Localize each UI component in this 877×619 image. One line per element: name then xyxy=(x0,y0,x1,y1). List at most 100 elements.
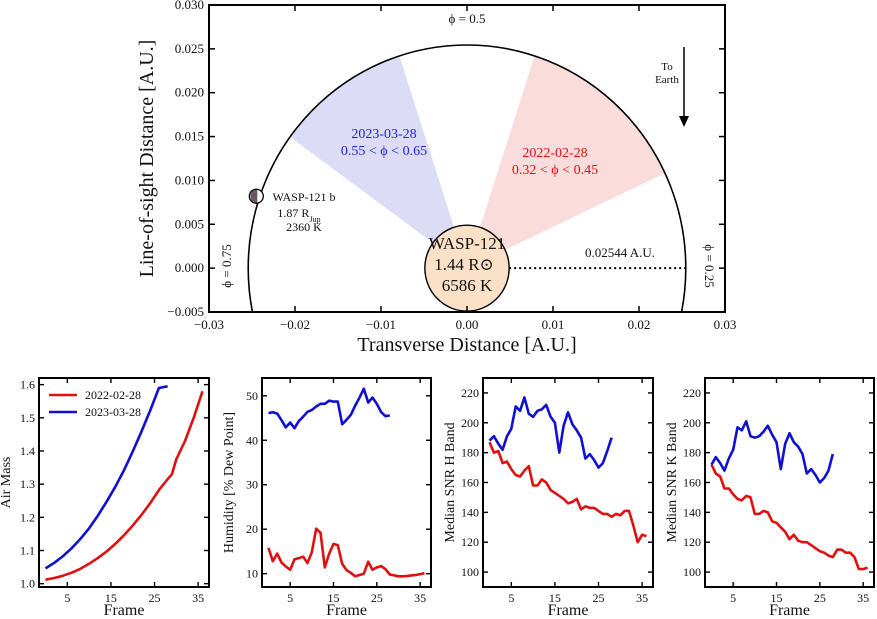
x-tick-label: 25 xyxy=(149,591,161,605)
y-tick-label: 1.6 xyxy=(20,378,35,392)
y-tick-label: 1.2 xyxy=(20,510,35,524)
y-tick-label: 30 xyxy=(246,478,258,492)
x-tick-label: 0.03 xyxy=(714,317,737,332)
main-plot-area xyxy=(247,44,687,312)
y-tick-label: 0.025 xyxy=(175,41,204,56)
wedge-label-range-2023: 0.55 < ϕ < 0.65 xyxy=(341,144,427,159)
x-tick-label: 15 xyxy=(328,591,340,605)
y-tick-label: 160 xyxy=(683,476,701,490)
planet-outline xyxy=(248,188,264,204)
y-tick-label: 100 xyxy=(461,565,479,579)
planet-radius-subscript: Jup xyxy=(309,215,320,224)
panel-frame xyxy=(704,377,875,588)
series-line-2022-02-28 xyxy=(45,390,204,581)
to-earth-label-1: To xyxy=(661,61,673,73)
series-line-2022-02-28 xyxy=(710,464,868,571)
x-tick-label: −0.02 xyxy=(280,317,310,332)
y-tick-label: 200 xyxy=(683,416,701,430)
y-tick-label: 0.030 xyxy=(175,0,204,12)
series-line-2022-02-28 xyxy=(488,441,647,544)
y-tick-label: 120 xyxy=(461,535,479,549)
y-tick-label: 20 xyxy=(246,522,258,536)
y-tick-label: 100 xyxy=(683,565,701,579)
panel-frame xyxy=(482,377,654,588)
series-line-2023-03-28 xyxy=(710,420,835,484)
y-axis-label: Median SNR H Band xyxy=(443,422,458,542)
y-tick-label: 1.5 xyxy=(20,411,35,425)
orbit-radius-label: 0.02544 A.U. xyxy=(585,245,655,260)
x-tick-label: 35 xyxy=(636,591,648,605)
y-tick-label: 50 xyxy=(246,389,258,403)
y-tick-label: 180 xyxy=(683,446,701,460)
panel-median-snr-h-band: 5 15 25 35 100 120 140 160 180 200 220 Frame Median … xyxy=(443,377,654,619)
x-tick-label: 0.01 xyxy=(542,317,565,332)
y-tick-label: 220 xyxy=(683,386,701,400)
x-tick-label: 35 xyxy=(857,591,869,605)
y-axis-label: Median SNR K Band xyxy=(665,422,680,542)
wedge-label-range-2022: 0.32 < ϕ < 0.45 xyxy=(512,163,598,178)
y-tick-label: 1.0 xyxy=(20,577,35,591)
planet-name: WASP-121 b xyxy=(272,190,335,204)
legend-label-2022-02-28: 2022-02-28 xyxy=(85,388,141,402)
y-tick-label: 40 xyxy=(246,433,258,447)
y-axis-label: Humidity [% Dew Point] xyxy=(222,412,237,553)
y-tick-label: 1.1 xyxy=(20,544,35,558)
x-axis-label: Frame xyxy=(548,602,589,619)
x-axis-label: Frame xyxy=(769,602,810,619)
x-axis-label: Transverse Distance [A.U.] xyxy=(357,334,576,356)
x-tick-label: 25 xyxy=(371,591,383,605)
y-tick-label: 0.000 xyxy=(175,260,204,275)
star-radius: 1.44 R⊙ xyxy=(434,255,494,274)
x-tick-label: 15 xyxy=(549,591,561,605)
y-tick-label: 10 xyxy=(246,567,258,581)
phase-label-left: ϕ = 0.75 xyxy=(219,244,234,287)
x-tick-label: 25 xyxy=(593,591,605,605)
y-axis-label: Line-of-sight Distance [A.U.] xyxy=(136,40,158,278)
y-tick-label: 140 xyxy=(683,505,701,519)
x-tick-label: 0.02 xyxy=(628,317,651,332)
wedge-label-date-2022: 2022-02-28 xyxy=(522,146,587,161)
x-tick-label: 15 xyxy=(771,591,783,605)
y-tick-label: 160 xyxy=(461,476,479,490)
legend-label-2023-03-28: 2023-03-28 xyxy=(85,405,141,419)
y-tick-label: −0.005 xyxy=(167,304,204,319)
wedge-label-date-2023: 2023-03-28 xyxy=(351,127,416,142)
x-tick-label: −0.01 xyxy=(366,317,396,332)
to-earth-arrow-head xyxy=(679,116,689,127)
y-tick-label: 200 xyxy=(461,416,479,430)
panel-frame xyxy=(38,377,210,588)
x-tick-label: 5 xyxy=(287,591,293,605)
x-tick-label: 15 xyxy=(105,591,117,605)
x-tick-label: 35 xyxy=(414,591,426,605)
star-temperature: 6586 K xyxy=(442,276,493,295)
y-tick-label: 140 xyxy=(461,505,479,519)
x-axis-label: Frame xyxy=(104,602,145,619)
phase-label-right: ϕ = 0.25 xyxy=(702,244,717,287)
panel-median-snr-k-band: 5 15 25 35 100 120 140 160 180 200 220 Frame Median … xyxy=(665,377,875,619)
series-line-2023-03-28 xyxy=(44,385,168,570)
panel-air-mass: 5 15 25 35 1.0 1.1 1.2 1.3 1.4 1.5 1.6 Frame Air Mas… xyxy=(0,377,210,619)
y-tick-label: 180 xyxy=(461,446,479,460)
series-line-2023-03-28 xyxy=(488,396,613,469)
x-axis-label: Frame xyxy=(326,602,367,619)
planet-dayside xyxy=(250,189,258,204)
x-tick-label: 5 xyxy=(64,591,70,605)
series-line-2022-02-28 xyxy=(267,527,425,578)
x-tick-label: −0.03 xyxy=(194,317,224,332)
y-tick-label: 0.005 xyxy=(175,216,204,231)
series-line-2023-03-28 xyxy=(268,387,391,430)
y-tick-label: 0.010 xyxy=(175,172,204,187)
star-name: WASP-121 xyxy=(429,234,506,253)
y-tick-label: 1.4 xyxy=(20,444,35,458)
y-axis-label: Air Mass xyxy=(0,457,14,509)
phase-wedge-2023-03-28 xyxy=(290,55,467,269)
panel-humidity-dew-point-: 5 15 25 35 10 20 30 40 50 Frame Humidity [% Dew Po… xyxy=(222,377,432,619)
y-tick-label: 220 xyxy=(461,386,479,400)
phase-label-top: ϕ = 0.5 xyxy=(449,11,486,26)
phase-wedge-2022-02-28 xyxy=(467,55,665,269)
y-tick-label: 0.015 xyxy=(175,129,204,144)
panel-frame xyxy=(261,377,432,588)
to-earth-label-2: Earth xyxy=(655,74,679,86)
x-tick-label: 5 xyxy=(508,591,514,605)
